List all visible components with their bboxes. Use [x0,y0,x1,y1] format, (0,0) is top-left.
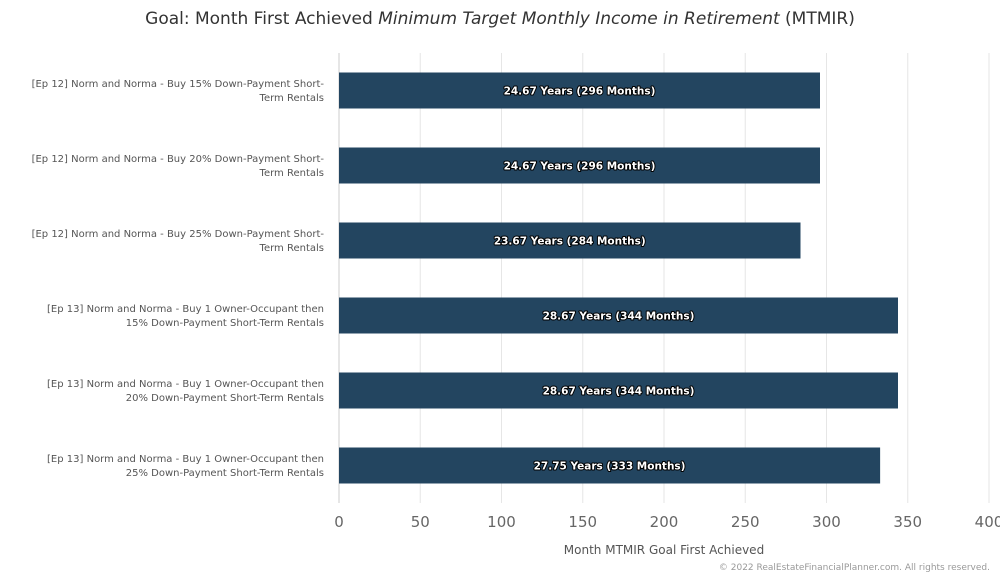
chart-title: Goal: Month First Achieved Minimum Targe… [145,9,855,29]
chart-title-suffix: (MTMIR) [785,9,855,29]
category-label: [Ep 13] Norm and Norma - Buy 1 Owner-Occ… [47,304,324,329]
x-tick-label: 400 [975,513,1000,531]
category-label: [Ep 12] Norm and Norma - Buy 25% Down-Pa… [32,229,325,254]
x-tick-label: 250 [731,513,760,531]
bar [339,372,898,409]
bar [339,447,881,484]
x-tick-label: 100 [487,513,516,531]
category-labels: [Ep 12] Norm and Norma - Buy 15% Down-Pa… [32,79,325,479]
data-label: 24.67 Years (296 Months) [504,161,656,173]
x-tick-label: 0 [334,513,344,531]
bar [339,222,801,259]
x-tick-label: 200 [650,513,679,531]
data-label: 27.75 Years (333 Months) [534,461,686,473]
category-label: [Ep 12] Norm and Norma - Buy 20% Down-Pa… [32,154,325,179]
x-tick-label: 50 [411,513,430,531]
category-label: [Ep 13] Norm and Norma - Buy 1 Owner-Occ… [47,379,324,404]
chart-title-main: Goal: Month First Achieved [145,9,373,29]
x-axis-title: Month MTMIR Goal First Achieved [564,543,764,557]
data-label: 28.67 Years (344 Months) [543,311,695,323]
x-tick-label: 350 [893,513,922,531]
x-tick-label: 150 [568,513,597,531]
data-label: 23.67 Years (284 Months) [494,236,646,248]
bar [339,147,820,184]
gridlines [338,53,990,503]
category-label: [Ep 13] Norm and Norma - Buy 1 Owner-Occ… [47,454,324,479]
x-tick-label: 300 [812,513,841,531]
chart-title-italic: Minimum Target Monthly Income in Retirem… [378,9,781,29]
bars: 24.67 Years (296 Months) 24.67 Years (296… [339,72,898,484]
bar [339,72,820,109]
x-axis-ticks: 0 50 100 150 200 250 300 350 400 [334,513,1000,531]
category-label: [Ep 12] Norm and Norma - Buy 15% Down-Pa… [32,79,325,104]
bar [339,297,898,334]
data-label: 24.67 Years (296 Months) [504,86,656,98]
credit-text: © 2022 RealEstateFinancialPlanner.com. A… [719,563,990,573]
data-label: 28.67 Years (344 Months) [543,386,695,398]
